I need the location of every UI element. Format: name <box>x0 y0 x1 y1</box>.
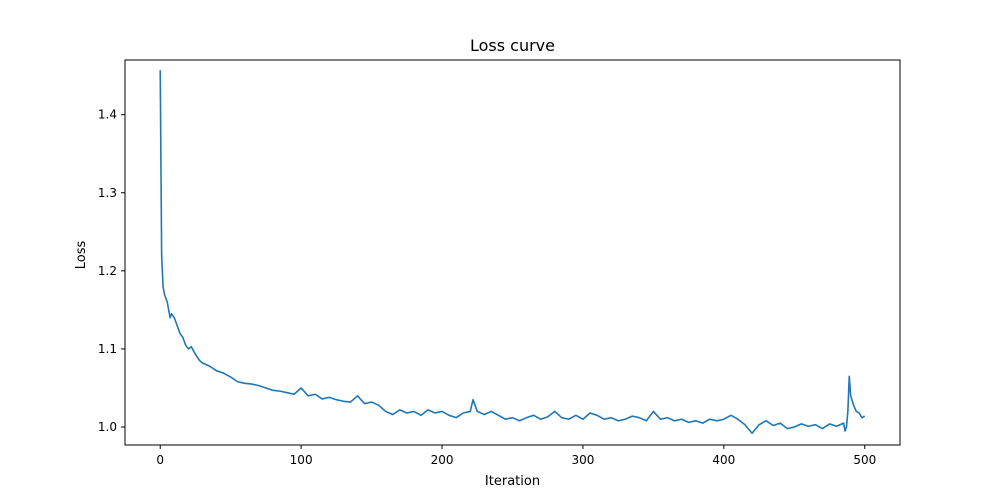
chart-title: Loss curve <box>470 36 555 55</box>
x-tick-label: 500 <box>853 453 876 467</box>
plot-area <box>159 70 866 435</box>
x-tick-label: 300 <box>572 453 595 467</box>
y-tick-label: 1.1 <box>98 342 117 356</box>
loss-series-line <box>159 70 866 435</box>
y-tick-label: 1.4 <box>98 108 117 122</box>
y-tick-label: 1.0 <box>98 420 117 434</box>
y-axis-ticks: 1.0 1.1 1.2 1.3 1.4 <box>98 108 125 434</box>
x-axis-ticks: 0 100 200 300 400 500 <box>156 445 876 467</box>
x-tick-label: 0 <box>156 453 164 467</box>
x-axis-label: Iteration <box>485 474 540 489</box>
x-tick-label: 200 <box>431 453 454 467</box>
x-tick-label: 400 <box>712 453 735 467</box>
y-tick-label: 1.3 <box>98 186 117 200</box>
y-axis-label: Loss <box>74 241 89 270</box>
x-tick-label: 100 <box>290 453 313 467</box>
y-tick-label: 1.2 <box>98 264 117 278</box>
axes-frame <box>124 59 901 446</box>
